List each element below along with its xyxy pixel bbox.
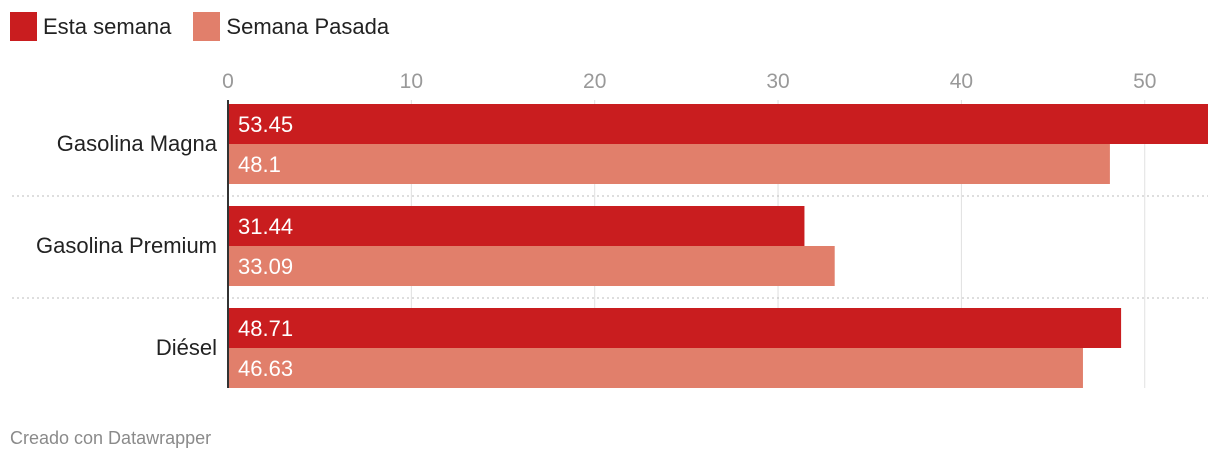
category-label: Diésel <box>156 335 217 360</box>
bar-esta-semana <box>228 104 1208 144</box>
legend-swatch-semana-pasada <box>193 12 221 41</box>
x-tick-label-30: 30 <box>766 70 789 93</box>
bar-value-label: 48.1 <box>238 152 281 177</box>
bar-value-label: 33.09 <box>238 254 293 279</box>
bar-semana-pasada <box>228 144 1110 184</box>
x-tick-label-40: 40 <box>950 70 973 93</box>
bar-semana-pasada <box>228 246 835 286</box>
x-tick-label-10: 10 <box>400 70 423 93</box>
bar-value-label: 46.63 <box>238 356 293 381</box>
bar-value-label: 53.45 <box>238 112 293 137</box>
x-tick-label-50: 50 <box>1133 70 1156 93</box>
bar-semana-pasada <box>228 348 1083 388</box>
bar-value-label: 48.71 <box>238 316 293 341</box>
legend-label-esta-semana: Esta semana <box>43 13 172 39</box>
legend-label-semana-pasada: Semana Pasada <box>226 13 390 39</box>
legend-item-semana-pasada[interactable]: Semana Pasada <box>193 12 389 41</box>
bar-esta-semana <box>228 206 805 246</box>
legend-swatch-esta-semana <box>10 12 37 41</box>
bar-value-label: 31.44 <box>238 214 293 239</box>
bar-esta-semana <box>228 308 1122 348</box>
x-tick-label-20: 20 <box>583 70 606 93</box>
legend-item-esta-semana[interactable]: Esta semana <box>10 12 171 41</box>
legend: Esta semana Semana Pasada <box>10 12 389 41</box>
category-label: Gasolina Premium <box>36 233 217 258</box>
x-tick-label-0: 0 <box>222 70 234 93</box>
footer-credit[interactable]: Creado con Datawrapper <box>10 428 212 448</box>
category-label: Gasolina Magna <box>57 131 218 156</box>
